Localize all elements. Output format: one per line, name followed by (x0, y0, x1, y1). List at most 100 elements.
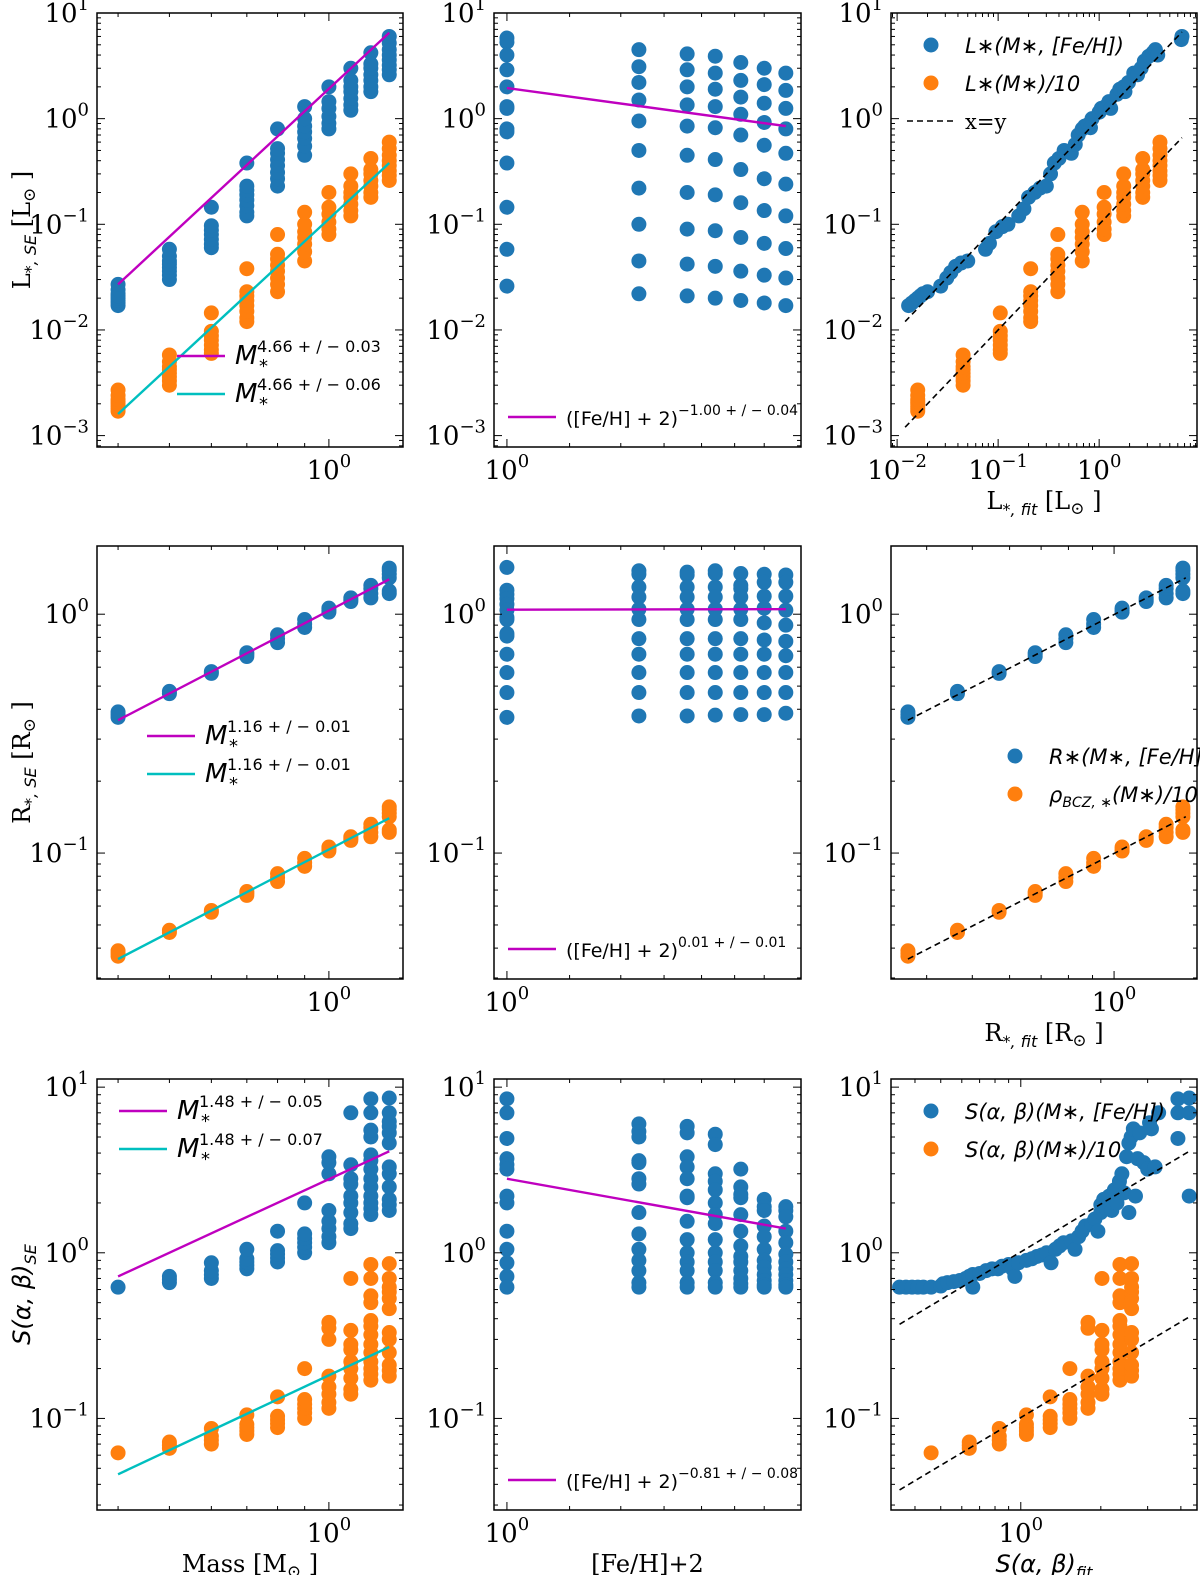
data-point (381, 560, 397, 576)
x-tick-label: 100 (1092, 983, 1137, 1018)
data-point (1124, 1345, 1140, 1361)
data-point (1023, 261, 1039, 277)
data-point (1096, 199, 1112, 215)
y-axis: 100 10−1 (823, 595, 1197, 979)
y-tick-label: 100 (441, 100, 486, 135)
x-tick-label: 100 (307, 1514, 352, 1549)
data-point (297, 612, 313, 628)
data-point (778, 588, 794, 604)
data-point (778, 648, 794, 664)
y-tick-label: 100 (441, 1234, 486, 1269)
data-point (1067, 1241, 1083, 1257)
data-point (707, 631, 723, 647)
series-s-se (110, 1090, 397, 1295)
y-tick-label: 101 (838, 0, 883, 29)
data-point (778, 100, 794, 116)
data-point (161, 347, 177, 363)
data-point (203, 305, 219, 321)
data-point (679, 1190, 695, 1206)
data-point (733, 292, 749, 308)
data-point (707, 1263, 723, 1279)
legend-entry: L∗(M∗)/10 (923, 72, 1080, 96)
data-point (707, 290, 723, 306)
data-point (270, 1223, 286, 1239)
data-point (679, 97, 695, 113)
legend-label: M1.16 + / − 0.01 * (205, 755, 351, 795)
axes-frame (493, 1078, 802, 1511)
data-point (1038, 178, 1054, 194)
data-point (1062, 1392, 1078, 1408)
data-point (1086, 850, 1102, 866)
axes-frame (890, 545, 1198, 980)
data-point (631, 142, 647, 158)
data-point (1043, 1255, 1059, 1271)
y-tick-label: 100 (44, 1234, 89, 1269)
data-point (679, 288, 695, 304)
x-axis: 100 (117, 1079, 352, 1549)
data-point (1094, 1381, 1110, 1397)
data-point (707, 258, 723, 274)
data-point (1116, 166, 1132, 182)
data-point (363, 1288, 379, 1304)
data-point (733, 72, 749, 88)
y-tick-label: 10−1 (29, 834, 89, 869)
data-point (1080, 1379, 1096, 1395)
data-point (1112, 1270, 1128, 1286)
data-point (756, 295, 772, 311)
data-point (631, 1241, 647, 1257)
y-tick-label: 100 (44, 100, 89, 135)
y-axis-label: L*, SE [L⊙ ] (8, 171, 40, 290)
data-point (707, 1182, 723, 1198)
data-point (756, 77, 772, 93)
data-point (631, 286, 647, 302)
data-point (707, 120, 723, 136)
data-point (239, 1241, 255, 1257)
data-point (499, 709, 515, 725)
y-tick-label: 101 (838, 1068, 883, 1103)
legend-entry: M4.66 + / − 0.06 * (177, 375, 381, 415)
data-point (756, 574, 772, 590)
axes-frame (96, 1078, 404, 1511)
data-point (733, 1207, 749, 1223)
data-point (756, 588, 772, 604)
axes-frame (890, 12, 1198, 448)
data-point (756, 632, 772, 648)
legend-label: M4.66 + / − 0.03 * (235, 337, 381, 377)
data-point (707, 81, 723, 97)
data-point (499, 685, 515, 701)
legend-label: R∗(M∗, [Fe/H]) (1049, 745, 1200, 769)
data-point (343, 1188, 359, 1204)
data-point (1050, 227, 1066, 243)
data-point (1094, 1354, 1110, 1370)
series-r-m-fe-h- (900, 560, 1191, 725)
data-point (239, 178, 255, 194)
data-point (363, 162, 379, 178)
y-axis: 100 10−1 (29, 595, 403, 979)
data-point (756, 1241, 772, 1257)
legend-entry: R∗(M∗, [Fe/H]) (1007, 745, 1200, 769)
data-point (1143, 1121, 1159, 1137)
y-axis: 101 100 10−1 10−2 10−3 (29, 0, 403, 452)
series-fit-magenta (117, 31, 391, 286)
data-point (900, 943, 916, 959)
data-point (631, 216, 647, 232)
data-point (499, 646, 515, 662)
reference-line (907, 815, 1187, 960)
data-point (297, 1392, 313, 1408)
data-point (381, 1256, 397, 1272)
data-point (321, 79, 337, 95)
data-point (270, 1408, 286, 1424)
data-point (270, 227, 286, 243)
legend-label: ρBCZ, ∗(M∗)/10 (1049, 783, 1198, 811)
data-point (343, 1105, 359, 1121)
data-point (363, 1256, 379, 1272)
y-axis: 101 100 10−1 (426, 1068, 801, 1506)
data-point (239, 261, 255, 277)
fit-line (117, 31, 391, 286)
data-point (756, 137, 772, 153)
data-point (1018, 1407, 1034, 1423)
data-point (733, 1279, 749, 1295)
legend-entry: ([Fe/H] + 2)0.01 + / − 0.01 (508, 935, 786, 962)
axes-frame (96, 12, 404, 448)
series-l-se (499, 30, 794, 314)
